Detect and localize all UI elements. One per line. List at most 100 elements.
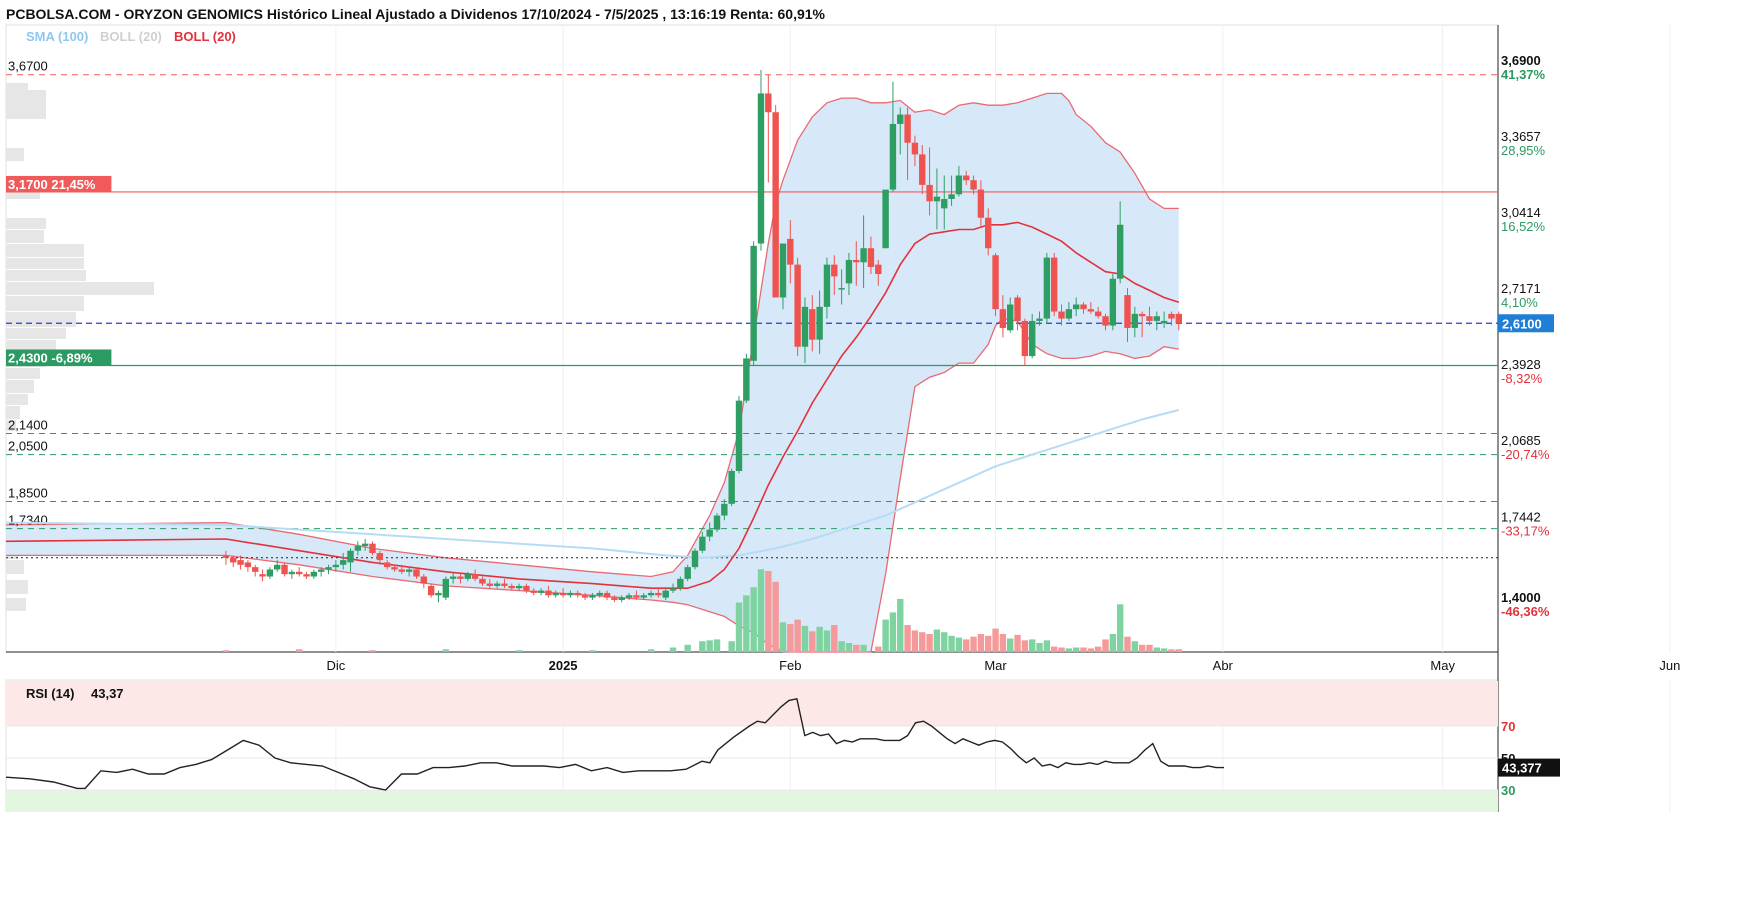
- rsi-label: RSI (14): [26, 686, 74, 701]
- candle-body: [1168, 313, 1175, 319]
- candle-body: [1050, 257, 1058, 312]
- bollinger-mid-line: [5, 221, 1180, 589]
- volume-bar: [897, 598, 904, 652]
- volume-profile-bar: [6, 560, 24, 574]
- candle-body: [230, 557, 237, 563]
- x-axis-label: Abr: [1213, 658, 1234, 673]
- candle-body: [977, 189, 985, 218]
- x-axis-label: Dic: [326, 658, 345, 673]
- candle-body: [252, 567, 259, 572]
- candle-body: [831, 264, 838, 277]
- candle-body: [691, 550, 699, 568]
- legend-boll-red[interactable]: BOLL (20): [174, 29, 236, 44]
- volume-profile-bar: [6, 580, 28, 594]
- volume-bar: [831, 625, 838, 652]
- volume-bar: [1109, 634, 1117, 652]
- volume-bar: [750, 587, 757, 652]
- volume-bar: [941, 632, 948, 652]
- volume-bar: [919, 632, 926, 652]
- volume-bar: [765, 571, 772, 652]
- volume-bar: [757, 569, 765, 652]
- volume-bar: [845, 643, 853, 652]
- volume-bar: [838, 641, 845, 652]
- candle-body: [259, 574, 266, 577]
- volume-bar: [1175, 649, 1182, 652]
- level-label: 2,4300 -6,89%: [8, 350, 93, 365]
- candle-body: [457, 576, 464, 579]
- volume-bar: [1021, 640, 1029, 652]
- candle-body: [398, 569, 406, 572]
- y-axis-price-label: 3,6900: [1501, 53, 1541, 68]
- y-axis-price-label: 3,3657: [1501, 129, 1541, 144]
- volume-bar: [222, 650, 230, 652]
- volume-bar: [948, 635, 955, 652]
- candle-body: [669, 588, 677, 591]
- candle-body: [699, 536, 706, 551]
- volume-bar: [875, 646, 882, 652]
- current-price-label: 2,6100: [1502, 316, 1542, 331]
- candle-body: [354, 546, 362, 551]
- candle-body: [779, 243, 787, 298]
- volume-profile-bar: [6, 244, 84, 257]
- candle-body: [948, 194, 955, 199]
- candle-body: [347, 550, 354, 563]
- candle-body: [405, 569, 413, 572]
- candle-body: [523, 585, 530, 591]
- volume-bar: [369, 650, 376, 652]
- rsi-value-text: 43,37: [91, 686, 124, 701]
- candle-body: [926, 184, 933, 202]
- volume-bar: [1043, 640, 1051, 652]
- volume-bar: [1131, 641, 1139, 652]
- candle-body: [1131, 313, 1139, 328]
- level-label: 3,1700 21,45%: [8, 177, 96, 192]
- y-axis-percent-label: -46,36%: [1501, 604, 1550, 619]
- candle-body: [882, 189, 889, 249]
- candle-body: [765, 93, 772, 113]
- candle-body: [647, 592, 655, 596]
- candle-body: [1014, 297, 1021, 321]
- candle-body: [266, 569, 274, 577]
- volume-profile-bar: [6, 328, 66, 339]
- candle-body: [486, 583, 493, 586]
- volume-bar: [823, 630, 831, 652]
- volume-bar: [860, 644, 867, 652]
- volume-bar: [515, 650, 523, 652]
- volume-profile-bar: [6, 258, 84, 269]
- volume-profile-bar: [6, 90, 46, 119]
- volume-bar: [1153, 647, 1161, 652]
- legend-sma[interactable]: SMA (100): [26, 29, 88, 44]
- candle-body: [1072, 304, 1080, 310]
- rsi-level-label: 70: [1501, 719, 1515, 734]
- candle-body: [435, 592, 442, 596]
- level-label: 2,0500: [8, 439, 48, 454]
- candle-body: [383, 562, 391, 568]
- volume-bar: [1168, 649, 1175, 652]
- volume-bar: [1007, 638, 1014, 652]
- legend-boll-gray[interactable]: BOLL (20): [100, 29, 162, 44]
- candle-body: [1160, 320, 1168, 324]
- volume-bar: [1094, 646, 1102, 652]
- volume-bar: [684, 644, 691, 652]
- volume-bar: [794, 619, 801, 652]
- candle-body: [809, 309, 816, 340]
- candle-body: [750, 245, 757, 361]
- candle-body: [1087, 309, 1095, 312]
- level-label: 1,8500: [8, 485, 48, 500]
- volume-profile-bar: [6, 230, 44, 243]
- x-axis-label: Jun: [1659, 658, 1680, 673]
- x-axis-label: May: [1430, 658, 1455, 673]
- volume-profile-bar: [6, 312, 76, 327]
- rsi-overbought-zone: [6, 681, 1498, 726]
- bollinger-upper-line: [5, 92, 1179, 578]
- volume-bar: [1087, 648, 1095, 652]
- candle-body: [574, 592, 581, 596]
- chart-title: PCBOLSA.COM - ORYZON GENOMICS Histórico …: [6, 6, 826, 22]
- volume-bar: [809, 631, 816, 652]
- volume-profile-bar: [6, 270, 86, 281]
- volume-bar: [955, 637, 963, 652]
- volume-profile-bar: [6, 148, 24, 161]
- candle-body: [244, 562, 252, 568]
- candle-body: [801, 306, 809, 347]
- candle-body: [530, 590, 537, 593]
- candle-body: [772, 112, 779, 298]
